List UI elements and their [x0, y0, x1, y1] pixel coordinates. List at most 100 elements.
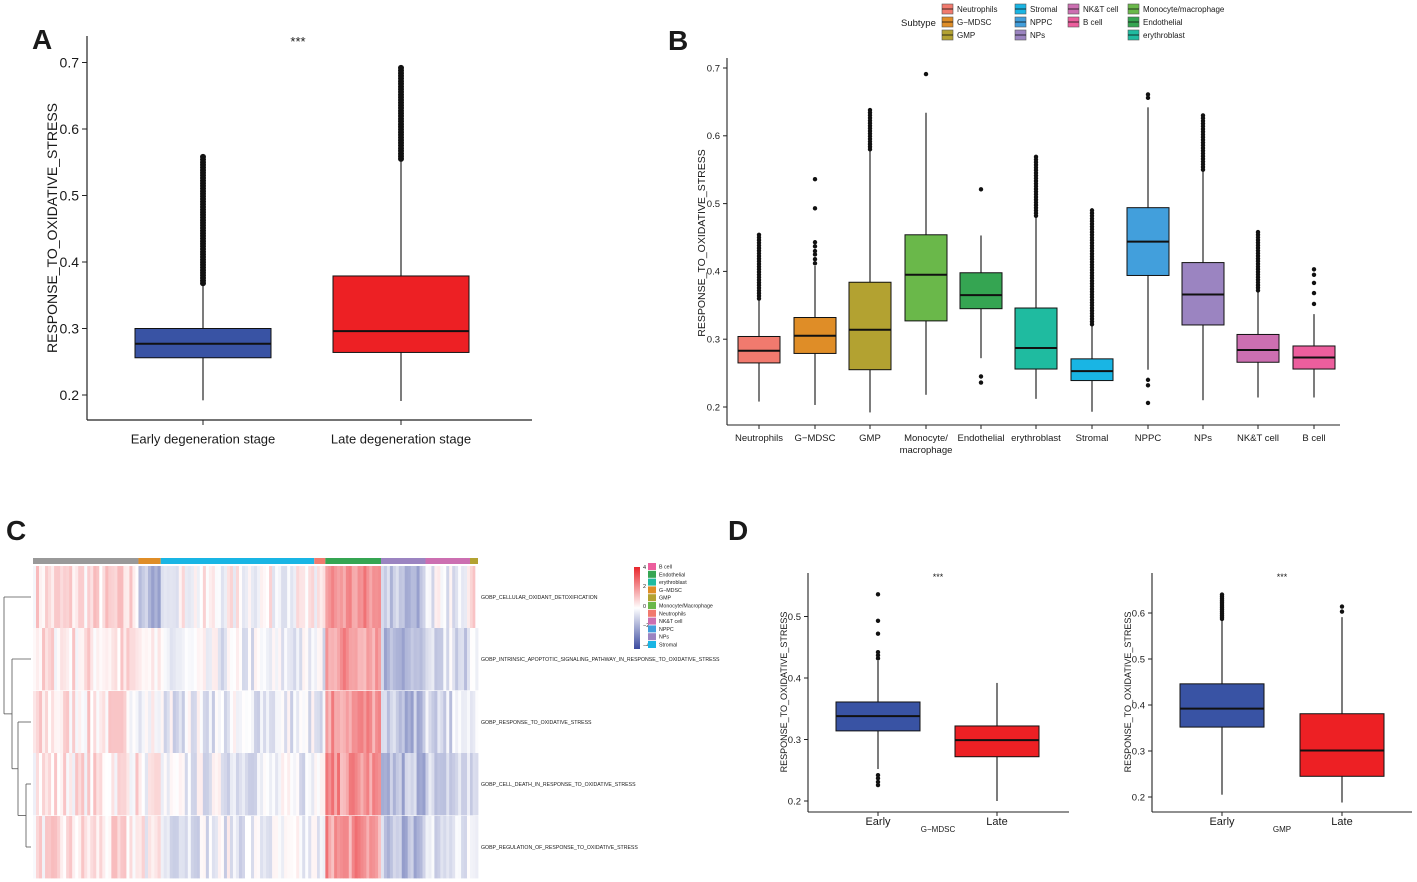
panel-c-heatmap-cell	[102, 753, 106, 816]
panel-c-heatmap-cell	[281, 566, 285, 629]
panel-c-legend-label-erythroblast: erythroblast	[659, 580, 687, 586]
panel-c-heatmap-cell	[395, 691, 400, 754]
panel-c-heatmap-cell	[446, 691, 450, 754]
panel-c-heatmap-cell	[378, 691, 382, 754]
panel-c-heatmap-cell	[226, 566, 231, 629]
panel-c-heatmap-cell	[144, 628, 149, 691]
panel-c-heatmap-cell	[380, 753, 385, 816]
panel-b-legend-title: Subtype	[901, 18, 936, 29]
panel-d-gmdsc-subplot: RESPONSE_TO_OXIDATIVE_STRESS *** G−MDSC …	[779, 572, 1069, 834]
panel-c-heatmap-cell	[129, 566, 133, 629]
panel-c-heatmap-cell	[360, 691, 364, 754]
panel-c-heatmap-cell	[455, 628, 459, 691]
panel-c-heatmap-cell	[75, 566, 79, 629]
panel-c-heatmap-cell	[348, 691, 353, 754]
panel-c-heatmap-cell	[416, 691, 420, 754]
panel-d1-y-tick-label: 0.3	[788, 735, 801, 746]
panel-c-heatmap-cell	[157, 566, 162, 629]
panel-c-heatmap-cell	[238, 628, 243, 691]
panel-c-heatmap-cell	[187, 691, 192, 754]
panel-c-heatmap-cell	[342, 816, 347, 879]
panel-c-heatmap-cell	[296, 628, 300, 691]
panel-c-heatmap-cell	[196, 753, 201, 816]
panel-c-heatmap-cell	[475, 753, 479, 816]
panel-c-heatmap-cell	[257, 566, 261, 629]
panel-c-heatmap-cell	[166, 566, 171, 629]
panel-b-g-mdsc-outlier	[812, 248, 818, 254]
panel-b-legend-label-stromal: Stromal	[1030, 5, 1058, 14]
panel-c-heatmap-cell	[407, 628, 412, 691]
panel-c-heatmap-cell	[157, 691, 162, 754]
panel-c-heatmap-cell	[266, 566, 270, 629]
panel-c-heatmap-cell	[114, 628, 118, 691]
panel-c-heatmap-cell	[51, 691, 55, 754]
panel-c-heatmap-cell	[319, 753, 323, 816]
panel-c-heatmap-cell	[263, 628, 267, 691]
panel-d1-y-tick-label: 0.5	[788, 612, 801, 623]
panel-b-x-label-nps: NPs	[1194, 433, 1212, 444]
panel-c-heatmap-cell	[223, 566, 228, 629]
panel-b-y-tick-label: 0.3	[707, 335, 720, 346]
panel-c-heatmap-cell	[208, 753, 213, 816]
panel-c-heatmap-cell	[175, 753, 180, 816]
panel-c-heatmap-cell	[160, 691, 165, 754]
panel-c-heatmap-cell	[81, 753, 85, 816]
panel-c-heatmap-cell	[57, 816, 61, 879]
panel-c-heatmap-cell	[66, 691, 70, 754]
panel-b-nppc-outlier	[1145, 400, 1151, 406]
panel-c-heatmap-cell	[419, 628, 423, 691]
panel-c-heatmap-cell	[42, 816, 46, 879]
panel-c-heatmap-cell	[199, 816, 204, 879]
panel-c-heatmap-cell	[193, 628, 198, 691]
panel-c-heatmap-cell	[455, 816, 459, 879]
panel-c-heatmap-cell	[238, 566, 243, 629]
panel-c-annotation-monocyte-macrophage	[33, 558, 139, 564]
panel-c-heatmap-cell	[366, 816, 370, 879]
panel-d1-significance: ***	[933, 572, 944, 582]
panel-c-heatmap-cell	[154, 691, 158, 754]
panel-c-heatmap-cell	[235, 628, 240, 691]
panel-c-heatmap-cell	[111, 753, 115, 816]
panel-c-heatmap-cell	[328, 691, 332, 754]
panel-c-heatmap-cell	[440, 628, 444, 691]
panel-c-heatmap-cell	[108, 753, 112, 816]
panel-c-heatmap-cell	[322, 566, 326, 629]
panel-c-heatmap-cell	[117, 628, 121, 691]
panel-c-heatmap-cell	[469, 816, 474, 879]
panel-b-x-label-erythroblast: erythroblast	[1011, 433, 1061, 444]
panel-c-heatmap-cell	[48, 566, 52, 629]
panel-letter-c: C	[6, 515, 26, 546]
panel-c-heatmap-cell	[345, 753, 350, 816]
panel-c-legend-label-b-cell: B cell	[659, 565, 672, 571]
panel-c-heatmap-cell	[190, 753, 195, 816]
panel-c-heatmap-cell	[229, 566, 234, 629]
panel-b-y-label: RESPONSE_TO_OXIDATIVE_STRESS	[696, 149, 708, 337]
panel-c-annotation-nk-t-cell	[425, 558, 470, 564]
panel-c-heatmap-cell	[163, 566, 168, 629]
panel-c-heatmap-cell	[245, 753, 249, 816]
panel-c-heatmap-cell	[241, 628, 246, 691]
panel-c-heatmap-cell	[419, 691, 423, 754]
panel-c-heatmap-cell	[314, 753, 318, 816]
panel-c-heatmap-cell	[287, 816, 291, 879]
panel-c-heatmap-cell	[461, 566, 465, 629]
panel-c-heatmap-cell	[443, 628, 447, 691]
panel-c-heatmap-cell	[51, 816, 55, 879]
panel-c-heatmap-cell	[96, 753, 100, 816]
panel-c-heatmap-cell	[275, 816, 279, 879]
panel-c-heatmap-cell	[181, 816, 186, 879]
panel-c-heatmap-cell	[175, 816, 180, 879]
panel-c-heatmap-cell	[287, 753, 291, 816]
panel-c-heatmap-cell	[314, 566, 318, 629]
panel-c-legend-swatch-b-cell	[648, 563, 656, 570]
panel-c-heatmap-cell	[455, 566, 459, 629]
panel-c-heatmap-cell	[151, 816, 155, 879]
panel-c-heatmap-cell	[154, 628, 158, 691]
panel-c-heatmap-cell	[266, 753, 270, 816]
panel-c-heatmap-cell	[220, 753, 225, 816]
panel-c-heatmap-cell	[278, 691, 282, 754]
panel-b-legend-label-gmp: GMP	[957, 31, 975, 40]
panel-b-x-label-endothelial: Endothelial	[957, 433, 1004, 444]
panel-d2-y-tick-label: 0.5	[1132, 654, 1145, 665]
